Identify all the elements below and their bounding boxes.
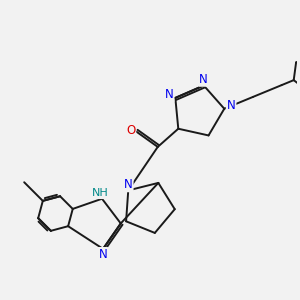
Text: N: N bbox=[200, 73, 208, 86]
Text: N: N bbox=[227, 99, 236, 112]
Text: O: O bbox=[126, 124, 135, 136]
Text: N: N bbox=[165, 88, 173, 101]
Text: N: N bbox=[124, 178, 133, 191]
Text: N: N bbox=[99, 248, 107, 261]
Text: NH: NH bbox=[92, 188, 109, 198]
